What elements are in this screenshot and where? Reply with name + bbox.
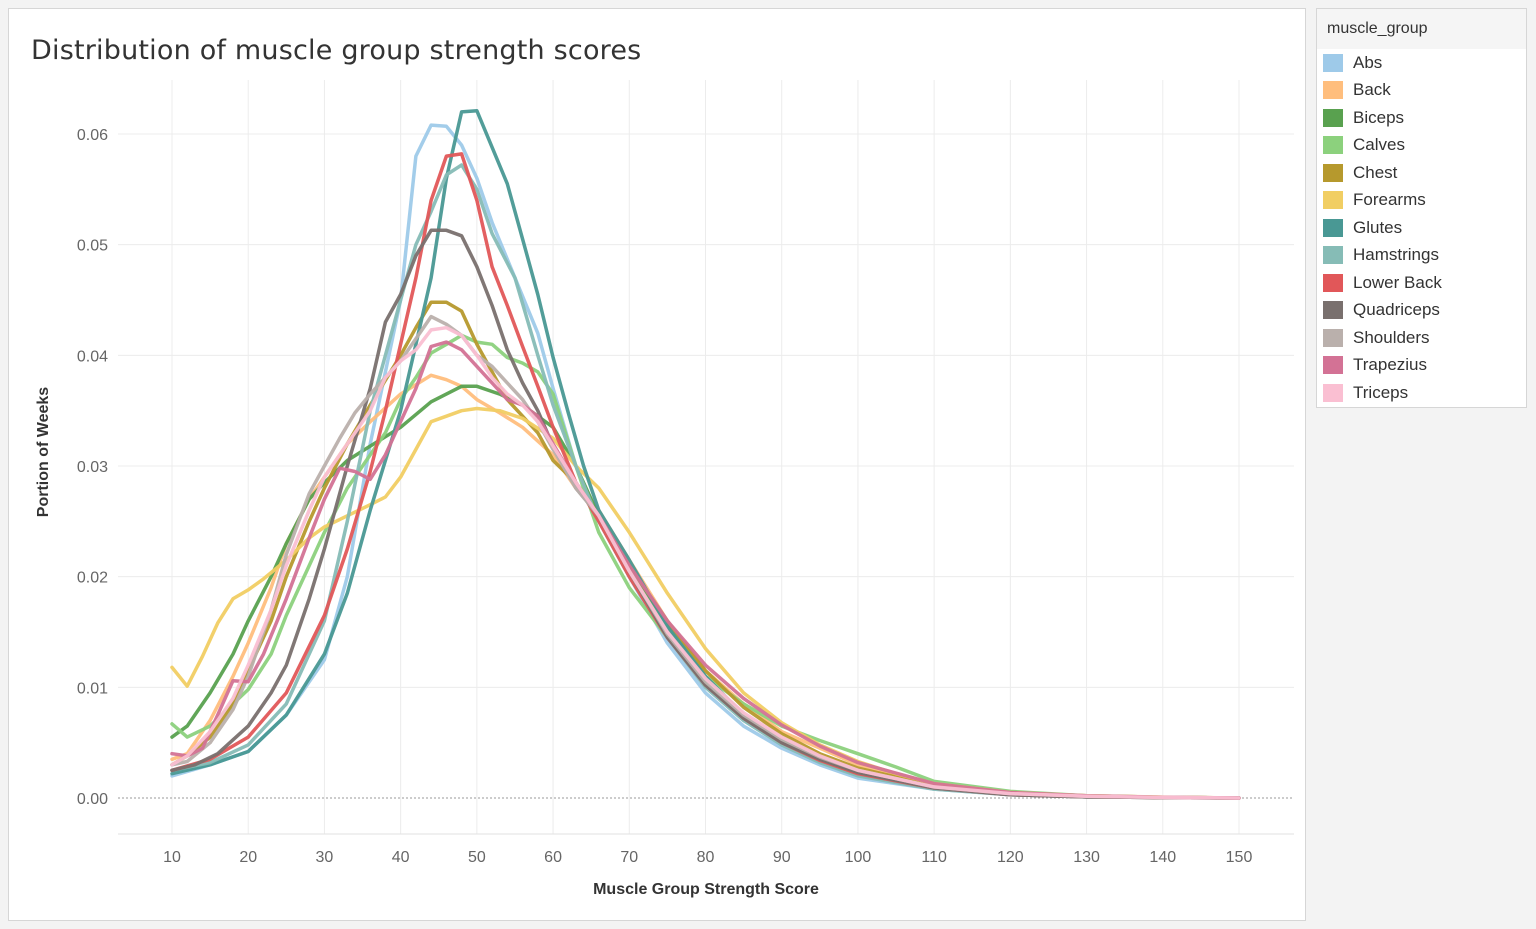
legend-label: Glutes (1353, 217, 1403, 237)
legend-item-back[interactable]: Back (1317, 77, 1526, 105)
x-tick-label: 140 (1149, 849, 1176, 866)
series-line-trapezius (170, 340, 1241, 800)
legend-swatch (1323, 218, 1343, 237)
y-axis-label: Portion of Weeks (35, 387, 52, 517)
y-tick-label: 0.04 (77, 348, 108, 365)
y-tick-label: 0.06 (77, 127, 108, 144)
x-axis-label: Muscle Group Strength Score (593, 881, 819, 898)
legend-label: Shoulders (1353, 327, 1430, 347)
x-tick-label: 50 (468, 849, 486, 866)
legend-swatch (1323, 356, 1343, 375)
y-tick-label: 0.01 (77, 680, 108, 697)
legend-label: Biceps (1353, 107, 1405, 127)
legend-item-trapezius[interactable]: Trapezius (1317, 352, 1526, 380)
legend-item-abs[interactable]: Abs (1317, 49, 1526, 77)
x-tick-label: 70 (620, 849, 638, 866)
legend-swatch (1323, 383, 1343, 402)
legend-swatch (1323, 163, 1343, 182)
series-line-calves (170, 333, 1241, 800)
legend-item-glutes[interactable]: Glutes (1317, 214, 1526, 242)
legend-label: Hamstrings (1353, 245, 1439, 265)
y-tick-label: 0.02 (77, 570, 108, 587)
x-tick-label: 20 (239, 849, 257, 866)
series-line-triceps (170, 325, 1241, 800)
x-tick-label: 30 (316, 849, 334, 866)
x-tick-label: 130 (1073, 849, 1100, 866)
x-tick-label: 60 (544, 849, 562, 866)
x-tick-label: 80 (697, 849, 715, 866)
legend-item-biceps[interactable]: Biceps (1317, 104, 1526, 132)
legend-label: Lower Back (1353, 272, 1442, 292)
chart-panel: Distribution of muscle group strength sc… (8, 8, 1306, 921)
legend-item-hamstrings[interactable]: Hamstrings (1317, 242, 1526, 270)
line-chart: 10 20 30 40 50 60 70 80 90 100 110 120 130 140 150 0.00… (35, 80, 1294, 898)
legend: muscle_group Abs Back Biceps Calves Chest For… (1316, 8, 1527, 408)
series-line-quadriceps (170, 228, 1241, 800)
x-tick-label: 90 (773, 849, 791, 866)
legend-swatch (1323, 273, 1343, 292)
x-tick-label: 150 (1226, 849, 1253, 866)
legend-swatch (1323, 81, 1343, 100)
series-line-hamstrings (170, 163, 1241, 800)
legend-item-shoulders[interactable]: Shoulders (1317, 324, 1526, 352)
legend-label: Back (1353, 80, 1391, 100)
chart-title: Distribution of muscle group strength sc… (31, 35, 642, 66)
legend-swatch (1323, 301, 1343, 320)
y-tick-label: 0.03 (77, 459, 108, 476)
y-tick-label: 0.00 (77, 791, 108, 808)
legend-label: Chest (1353, 162, 1398, 182)
legend-swatch (1323, 53, 1343, 72)
legend-label: Triceps (1353, 382, 1409, 402)
legend-item-calves[interactable]: Calves (1317, 132, 1526, 160)
legend-title: muscle_group (1317, 9, 1526, 49)
x-tick-label: 120 (997, 849, 1024, 866)
legend-swatch (1323, 328, 1343, 347)
legend-label: Trapezius (1353, 355, 1428, 375)
legend-label: Calves (1353, 135, 1405, 155)
legend-label: Quadriceps (1353, 300, 1440, 320)
series-line-abs (170, 123, 1241, 800)
legend-label: Abs (1353, 52, 1383, 72)
legend-item-chest[interactable]: Chest (1317, 159, 1526, 187)
legend-item-lower-back[interactable]: Lower Back (1317, 269, 1526, 297)
legend-swatch (1323, 136, 1343, 155)
x-tick-label: 10 (163, 849, 181, 866)
legend-swatch (1323, 246, 1343, 265)
legend-item-quadriceps[interactable]: Quadriceps (1317, 297, 1526, 325)
x-tick-label: 40 (392, 849, 410, 866)
legend-item-forearms[interactable]: Forearms (1317, 187, 1526, 215)
legend-swatch (1323, 191, 1343, 210)
legend-label: Forearms (1353, 190, 1426, 210)
y-tick-label: 0.05 (77, 238, 108, 255)
legend-swatch (1323, 108, 1343, 127)
x-tick-label: 100 (845, 849, 872, 866)
x-tick-label: 110 (921, 849, 947, 866)
legend-item-triceps[interactable]: Triceps (1317, 379, 1526, 407)
